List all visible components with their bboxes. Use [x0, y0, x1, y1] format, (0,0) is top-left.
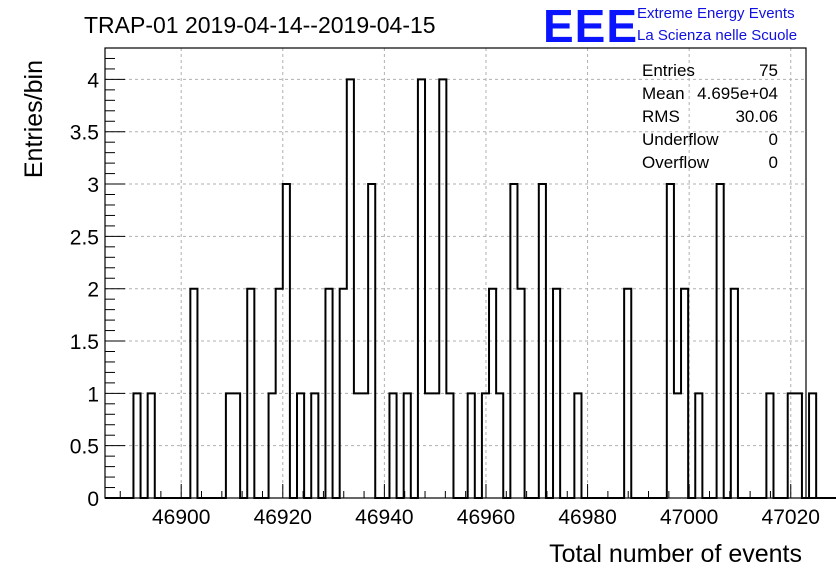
y-tick-label: 1.5	[70, 331, 99, 354]
stats-label: RMS	[642, 107, 680, 126]
x-tick-label: 47020	[762, 506, 820, 529]
chart-title: TRAP-01 2019-04-14--2019-04-15	[84, 12, 436, 38]
logo-letters: EEE	[543, 0, 638, 52]
stats-label: Mean	[642, 84, 685, 103]
y-tick-label: 0	[87, 488, 99, 511]
x-tick-label: 46980	[558, 506, 616, 529]
y-tick-label: 3.5	[70, 122, 99, 145]
stats-value: 4.695e+04	[697, 84, 778, 103]
logo-line-1: Extreme Energy Events	[637, 5, 795, 22]
grid-lines	[105, 48, 806, 499]
stats-label: Entries	[642, 61, 695, 80]
stats-value: 30.06	[735, 107, 778, 126]
x-tick-label: 47000	[660, 506, 718, 529]
y-tick-label: 2.5	[70, 226, 99, 249]
x-axis-title: Total number of events	[549, 540, 802, 568]
tick-labels: 46900 46920 46940 46960 46980 47000 47020 0 0.5 1…	[70, 69, 820, 529]
y-tick-label: 4	[87, 69, 99, 92]
stats-value: 0	[769, 130, 778, 149]
stats-value: 0	[769, 153, 778, 172]
eee-logo: EEE Extreme Energy Events La Scienza nel…	[543, 0, 797, 52]
y-tick-label: 1	[87, 383, 99, 406]
y-tick-label: 3	[87, 174, 99, 197]
y-axis-title: Entries/bin	[20, 60, 48, 178]
y-tick-label: 0.5	[70, 436, 99, 459]
axis-ticks	[105, 57, 792, 499]
stats-label: Underflow	[642, 130, 719, 149]
x-tick-label: 46940	[355, 506, 413, 529]
stats-label: Overflow	[642, 153, 710, 172]
stats-box: Entries 75 Mean 4.695e+04 RMS 30.06 Underflow 0…	[642, 61, 778, 172]
plot-frame	[104, 47, 807, 499]
x-tick-label: 46960	[457, 506, 515, 529]
y-tick-label: 2	[87, 279, 99, 302]
logo-line-2: La Scienza nelle Scuole	[637, 27, 797, 44]
histogram-step-line	[105, 78, 836, 499]
x-tick-label: 46900	[152, 506, 210, 529]
x-tick-label: 46920	[254, 506, 312, 529]
stats-value: 75	[759, 61, 778, 80]
